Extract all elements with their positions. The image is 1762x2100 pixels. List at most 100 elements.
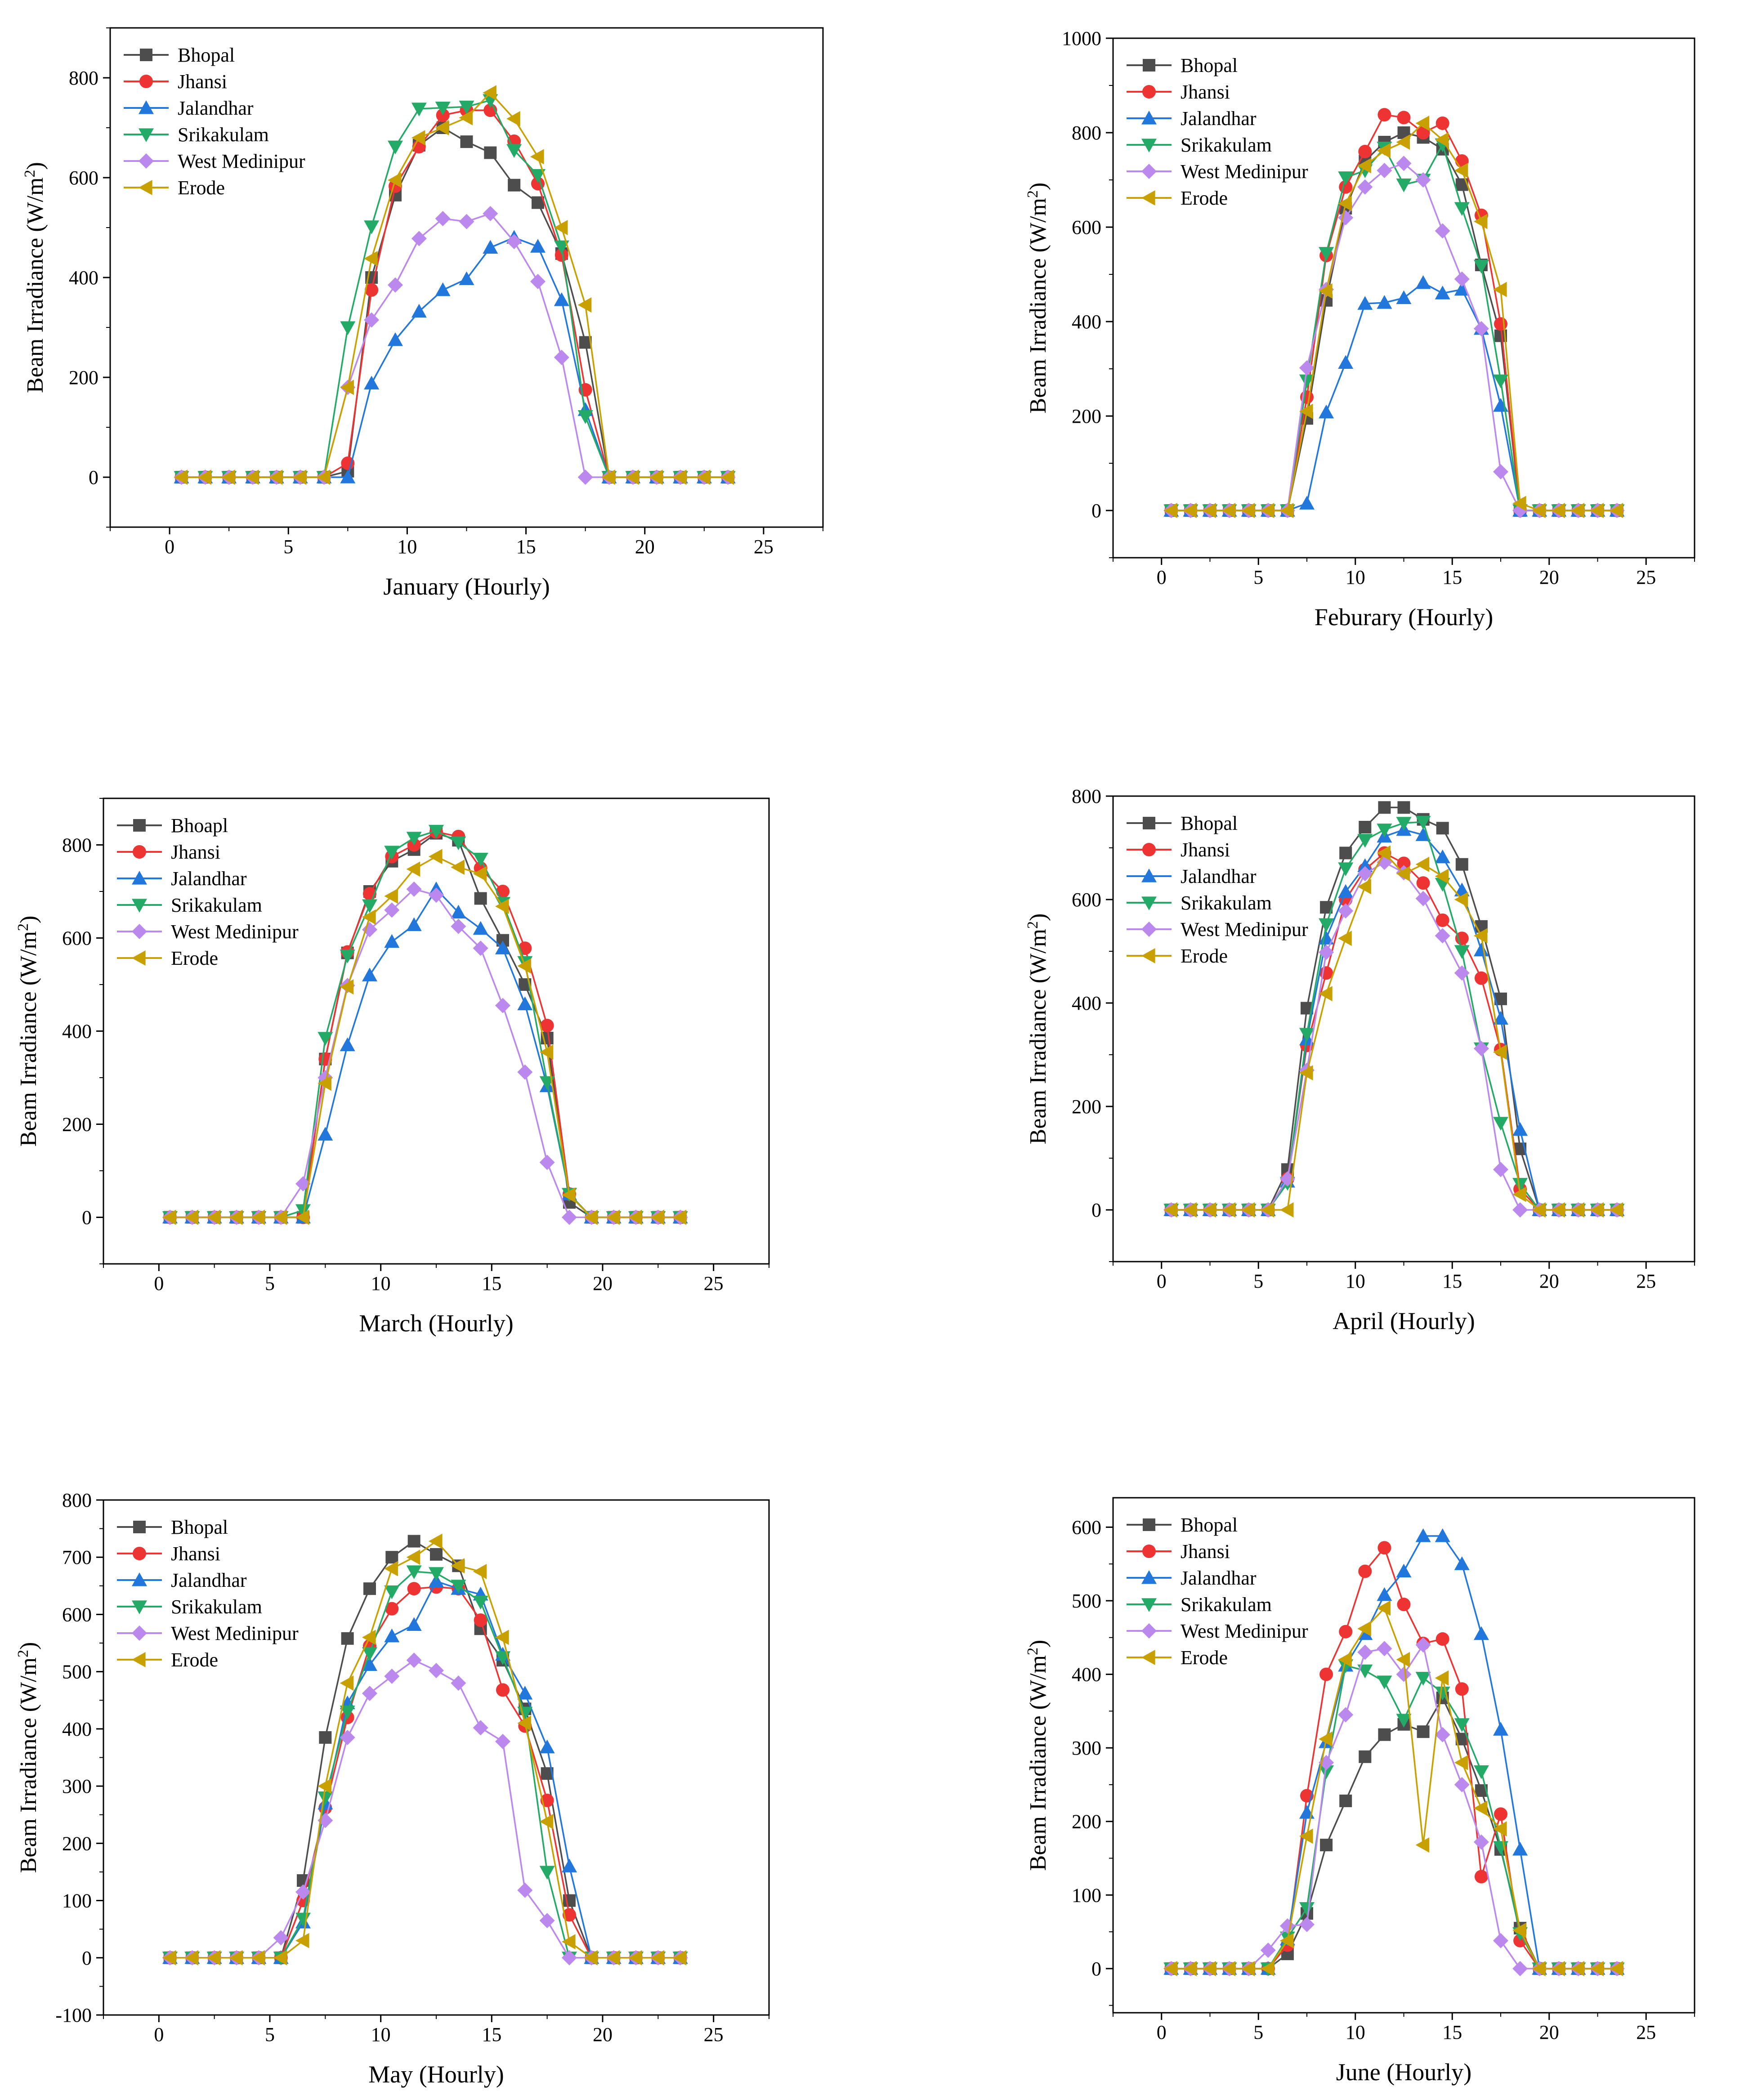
data-point-bhopal	[460, 135, 473, 148]
legend: Bhopal Jhansi Jalandhar Srikakulam West Medi…	[1127, 1514, 1308, 1669]
y-tick-label: 300	[62, 1775, 92, 1797]
x-tick-label: 25	[1636, 2021, 1656, 2043]
data-point-erode	[1396, 134, 1410, 150]
data-point-erode	[584, 1950, 598, 1966]
data-point-erode	[1260, 1202, 1275, 1218]
data-point-bhopal	[1436, 822, 1449, 835]
series-line-bhopal	[1171, 132, 1617, 511]
y-tick-label: 300	[1072, 1737, 1101, 1759]
data-point-srikakulam	[1299, 374, 1315, 389]
data-point-srikakulam	[1357, 1664, 1373, 1679]
data-point-west-medinipur	[1473, 1834, 1489, 1850]
legend-marker-erode	[139, 180, 152, 195]
legend: Bhopal Jhansi Jalandhar Srikakulam West Medi…	[1127, 54, 1308, 209]
data-point-west-medinipur	[340, 1729, 355, 1745]
data-point-west-medinipur	[388, 277, 403, 293]
data-point-jhansi	[1455, 1682, 1469, 1696]
legend-marker-jhansi	[139, 75, 153, 88]
data-point-erode	[292, 470, 307, 485]
data-point-erode	[184, 1209, 198, 1225]
series-west-medinipur	[1163, 156, 1625, 518]
data-point-srikakulam	[384, 1585, 400, 1599]
data-point-srikakulam	[459, 100, 474, 115]
data-point-erode	[251, 1209, 265, 1225]
data-point-erode	[530, 149, 544, 165]
data-point-erode	[1241, 503, 1255, 518]
data-point-erode	[362, 1630, 376, 1645]
data-point-jalandhar	[1396, 1563, 1412, 1578]
data-point-erode	[1319, 283, 1333, 299]
data-point-erode	[273, 1950, 287, 1966]
data-point-jalandhar	[495, 940, 510, 954]
data-point-erode	[1551, 1202, 1565, 1218]
data-point-bhopal	[1339, 846, 1352, 860]
data-point-erode	[1377, 143, 1391, 158]
data-point-west-medinipur	[1473, 321, 1489, 336]
data-point-erode	[184, 1950, 198, 1966]
data-point-erode	[1221, 1202, 1236, 1218]
data-point-erode	[340, 1675, 354, 1691]
series-erode	[1163, 116, 1623, 518]
y-tick-label: 200	[1072, 1811, 1101, 1833]
data-point-erode	[506, 111, 520, 127]
data-point-west-medinipur	[1454, 1777, 1470, 1792]
data-point-jalandhar	[384, 934, 400, 948]
legend-label-jhansi: Jhansi	[1181, 81, 1230, 103]
data-point-srikakulam	[1454, 1718, 1470, 1732]
data-point-erode	[625, 470, 639, 485]
data-point-west-medinipur	[1454, 271, 1470, 287]
data-point-jhansi	[1397, 111, 1411, 125]
data-point-erode	[628, 1950, 642, 1966]
data-point-erode	[1377, 845, 1391, 861]
legend-marker-jalandhar	[1141, 869, 1157, 882]
data-point-jhansi	[1474, 971, 1488, 985]
series-bhopal	[1165, 126, 1623, 517]
data-point-jalandhar	[340, 470, 356, 484]
data-point-erode	[245, 470, 259, 485]
data-point-west-medinipur	[429, 887, 444, 903]
data-point-west-medinipur	[406, 881, 422, 897]
legend-marker-srikakulam	[139, 128, 154, 142]
data-point-erode	[435, 120, 449, 135]
data-point-jhansi	[540, 1019, 554, 1033]
x-tick-label: 10	[371, 2024, 391, 2046]
data-point-west-medinipur	[1299, 360, 1315, 376]
x-tick-label: 25	[1636, 1270, 1656, 1292]
x-tick-label: 0	[154, 2024, 164, 2046]
data-point-west-medinipur	[539, 1913, 555, 1929]
data-point-jhansi	[1377, 108, 1391, 122]
data-point-west-medinipur	[1512, 1202, 1528, 1218]
x-tick-label: 10	[371, 1272, 391, 1294]
y-tick-label: 600	[62, 927, 92, 949]
legend-label-jalandhar: Jalandhar	[1181, 1567, 1257, 1589]
data-point-erode	[1396, 1652, 1410, 1667]
data-point-srikakulam	[1377, 1675, 1392, 1689]
data-point-erode	[406, 861, 420, 877]
legend-label-bhopal: Bhopal	[1181, 54, 1238, 76]
legend-marker-bhopal	[1143, 1518, 1155, 1531]
data-point-erode	[1221, 1961, 1236, 1976]
legend-marker-srikakulam	[1141, 139, 1157, 152]
data-point-jalandhar	[1435, 1528, 1450, 1542]
series-west-medinipur	[162, 1652, 688, 1966]
data-point-west-medinipur	[1512, 1961, 1528, 1976]
data-point-jalandhar	[435, 282, 451, 296]
x-tick-label: 0	[165, 536, 174, 558]
data-point-erode	[1590, 503, 1604, 518]
x-tick-label: 15	[1442, 2021, 1462, 2043]
legend-label-erode: Erode	[178, 177, 225, 199]
data-point-west-medinipur	[473, 1720, 488, 1736]
data-point-jhansi	[365, 283, 379, 297]
data-point-erode	[1532, 1202, 1546, 1218]
data-point-west-medinipur	[1299, 1916, 1315, 1932]
data-point-jalandhar	[1357, 858, 1373, 872]
data-point-jalandhar	[1493, 1722, 1508, 1736]
data-point-erode	[174, 470, 188, 485]
data-point-west-medinipur	[577, 470, 593, 485]
data-point-jhansi	[1377, 1541, 1391, 1555]
data-point-erode	[1570, 1202, 1584, 1218]
data-point-jhansi	[1358, 145, 1372, 158]
data-point-jhansi	[1397, 1598, 1411, 1612]
data-point-west-medinipur	[1435, 1727, 1450, 1742]
data-point-jalandhar	[517, 1686, 533, 1700]
